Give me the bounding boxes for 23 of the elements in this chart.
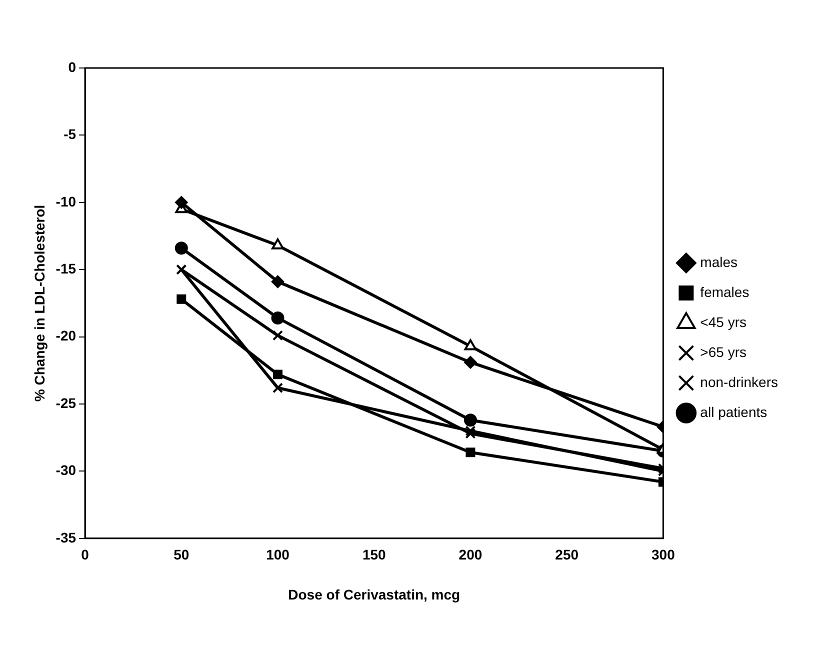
x-tick-label: 150	[362, 546, 386, 563]
y-tick-label: -35	[56, 529, 76, 546]
y-tick-label: -20	[56, 328, 76, 344]
y-tick-label: 0	[68, 58, 76, 75]
x-tick-label: 250	[555, 546, 579, 563]
x-tick-label: 200	[458, 546, 482, 563]
legend-label: non-drinkers	[700, 374, 778, 390]
y-tick-label: -15	[56, 260, 76, 276]
x-tick-label: 0	[81, 546, 90, 563]
legend-label: all patients	[700, 404, 768, 420]
y-tick-label: -25	[56, 394, 76, 411]
y-tick-label: -30	[56, 462, 76, 478]
x-tick-label: 50	[174, 546, 190, 563]
legend-label: males	[700, 254, 738, 270]
y-tick-label: -5	[64, 126, 76, 142]
legend-label: females	[700, 284, 750, 300]
x-axis-title: Dose of Cerivastatin, mcg	[288, 586, 460, 602]
legend-label: <45 yrs	[700, 314, 746, 330]
legend-label: >65 yrs	[700, 344, 746, 360]
x-tick-label: 300	[652, 546, 676, 563]
x-tick-label: 100	[266, 546, 290, 563]
y-axis-title: % Change in LDL-Cholesterol	[31, 204, 48, 402]
y-tick-label: -10	[56, 193, 76, 210]
